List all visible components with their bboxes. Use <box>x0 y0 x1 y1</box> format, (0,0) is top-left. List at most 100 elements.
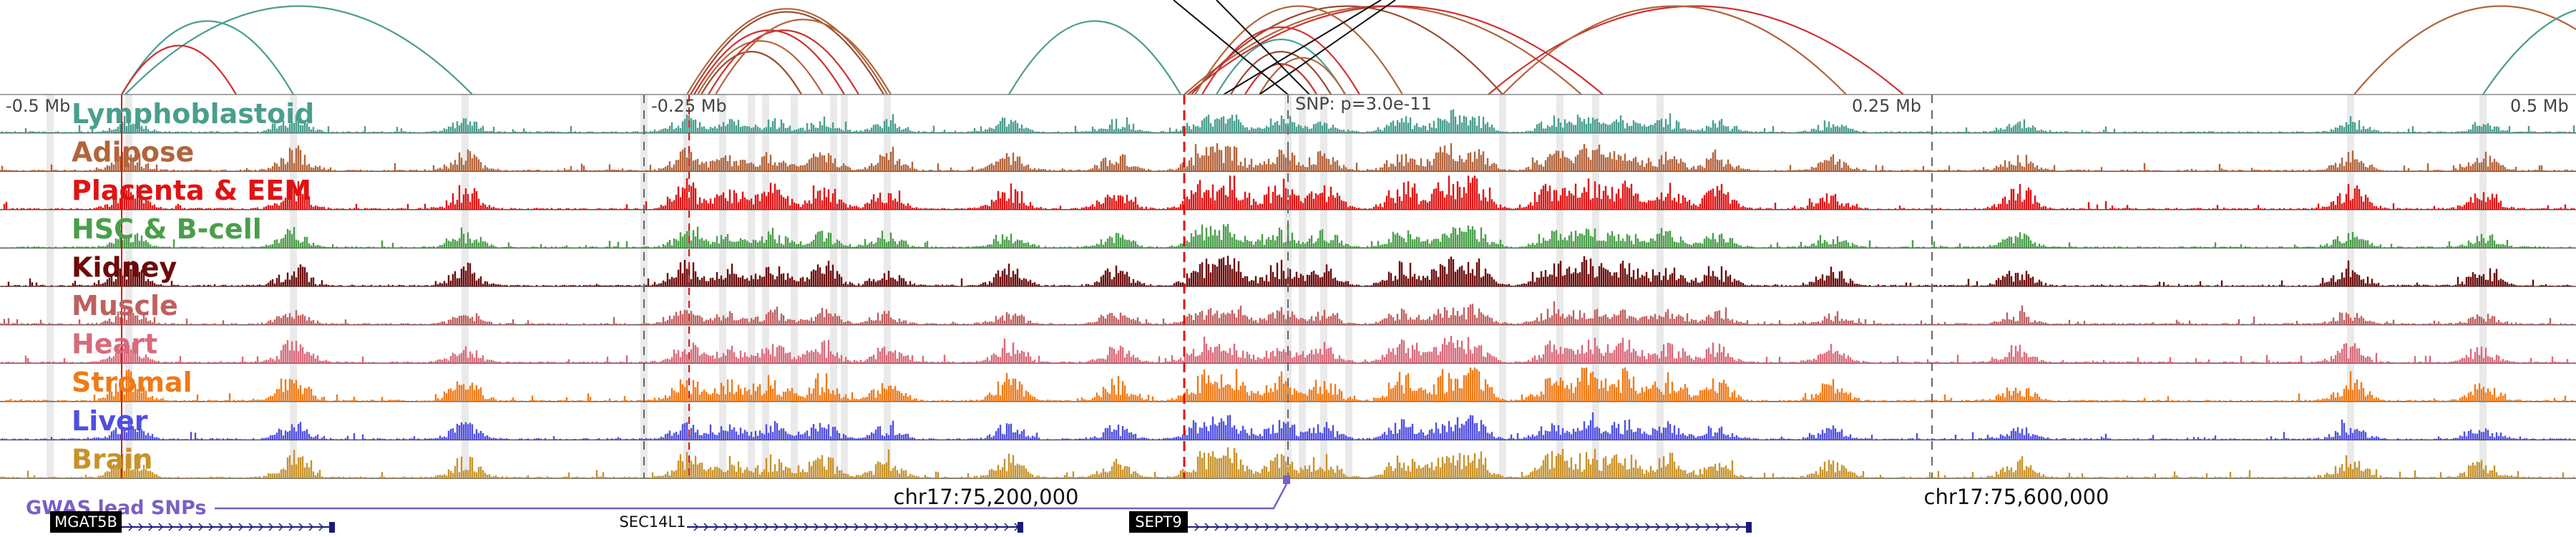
strand-arrow <box>198 523 204 531</box>
strand-arrow <box>1194 523 1200 531</box>
strand-arrow <box>804 523 809 531</box>
strand-arrow <box>1695 523 1701 531</box>
track-9 <box>0 412 2576 441</box>
gene-exon <box>1746 522 1752 533</box>
strand-arrow <box>1375 523 1380 531</box>
strand-arrow <box>1004 523 1010 531</box>
strand-arrow <box>844 523 849 531</box>
interaction-arc <box>1008 20 1181 95</box>
strand-arrow <box>1495 523 1501 531</box>
axis-label-minus-0.5mb: -0.5 Mb <box>6 96 70 116</box>
interaction-arc <box>708 29 859 95</box>
interaction-arc <box>1259 57 1346 95</box>
distance-axis: -0.5 Mb -0.25 Mb 0.25 Mb 0.5 Mb SNP: p=3… <box>6 94 2569 116</box>
strand-arrow <box>1585 523 1591 531</box>
strand-arrow <box>1425 523 1430 531</box>
strand-arrow <box>834 523 839 531</box>
strand-arrow <box>178 523 184 531</box>
gwas-and-genes-area: chr17:75,200,000 chr17:75,600,000 GWAS l… <box>26 475 2109 533</box>
gwas-connector <box>215 483 1288 510</box>
strand-arrow <box>774 523 779 531</box>
strand-arrow <box>994 523 1000 531</box>
strand-arrow <box>188 523 194 531</box>
track-label-2: Adipose <box>72 137 194 168</box>
track-label-10: Brain <box>72 443 152 475</box>
gene-label: MGAT5B <box>54 513 117 531</box>
strand-arrow <box>1244 523 1250 531</box>
strand-arrow <box>1314 523 1320 531</box>
strand-arrow <box>904 523 909 531</box>
signal-tracks <box>0 109 2576 479</box>
track-label-4: HSC & B-cell <box>72 213 262 245</box>
gene-sec14l1: SEC14L1 <box>619 513 1023 533</box>
track-label-6: Muscle <box>72 290 178 321</box>
strand-arrow <box>884 523 889 531</box>
strand-arrow <box>763 523 769 531</box>
strand-arrow <box>1355 523 1360 531</box>
track-2 <box>0 143 2576 172</box>
interaction-arc <box>715 19 892 95</box>
strand-arrow <box>1515 523 1521 531</box>
strand-arrow <box>1545 523 1551 531</box>
strand-arrow <box>1264 523 1270 531</box>
interaction-arc <box>1488 5 1904 95</box>
signal-peaks <box>0 412 2575 440</box>
strand-arrow <box>1595 523 1601 531</box>
signal-peaks <box>0 447 2575 478</box>
strand-arrow <box>1324 523 1330 531</box>
strand-arrow <box>733 523 739 531</box>
gene-label-box <box>50 511 122 533</box>
interaction-line <box>1173 0 1289 95</box>
interaction-arc <box>1194 5 1403 95</box>
interaction-arc <box>1201 26 1360 95</box>
coordinate-label-1: chr17:75,200,000 <box>894 485 1079 509</box>
strand-arrow <box>1284 523 1290 531</box>
strand-arrow <box>288 523 294 531</box>
strand-arrow <box>1345 523 1350 531</box>
interaction-arc <box>1216 38 1346 95</box>
strand-arrow <box>278 523 284 531</box>
interaction-arc <box>690 11 884 95</box>
interaction-arc <box>1184 5 1582 95</box>
gene-mgat5b: MGAT5B <box>50 511 335 533</box>
strand-arrow <box>914 523 919 531</box>
strand-arrow <box>298 523 304 531</box>
strand-arrow <box>1274 523 1280 531</box>
signal-peaks <box>1 256 2573 286</box>
interaction-arcs <box>121 0 2576 95</box>
interaction-line <box>1223 0 1382 95</box>
strand-arrow <box>723 523 729 531</box>
gene-exon <box>329 522 335 533</box>
strand-arrow <box>238 523 244 531</box>
strand-arrow <box>1475 523 1480 531</box>
strand-arrow <box>1465 523 1470 531</box>
strand-arrow <box>1204 523 1210 531</box>
gene-sept9: SEPT9 <box>1129 511 1752 533</box>
interaction-arc <box>697 40 824 95</box>
strand-arrow <box>1304 523 1310 531</box>
strand-arrow <box>1335 523 1340 531</box>
strand-arrow <box>138 523 144 531</box>
strand-arrow <box>1405 523 1410 531</box>
strand-arrow <box>924 523 930 531</box>
interaction-arc <box>2482 9 2576 95</box>
interaction-arc <box>1230 51 1332 95</box>
track-label-9: Liver <box>72 405 148 437</box>
signal-peaks <box>0 301 2573 325</box>
strand-arrow <box>753 523 759 531</box>
strand-arrow <box>1685 523 1691 531</box>
interaction-arc <box>121 20 294 95</box>
strand-arrow <box>1254 523 1260 531</box>
track-label-7: Heart <box>72 329 157 360</box>
strand-arrow <box>854 523 859 531</box>
strand-arrow <box>974 523 980 531</box>
strand-arrow <box>1665 523 1671 531</box>
track-label-1: Lymphoblastoid <box>72 98 314 130</box>
interaction-arc <box>2353 5 2576 95</box>
strand-arrow <box>1635 523 1641 531</box>
track-7 <box>0 336 2576 364</box>
strand-arrow <box>1615 523 1621 531</box>
strand-arrow <box>934 523 940 531</box>
strand-arrow <box>1214 523 1220 531</box>
